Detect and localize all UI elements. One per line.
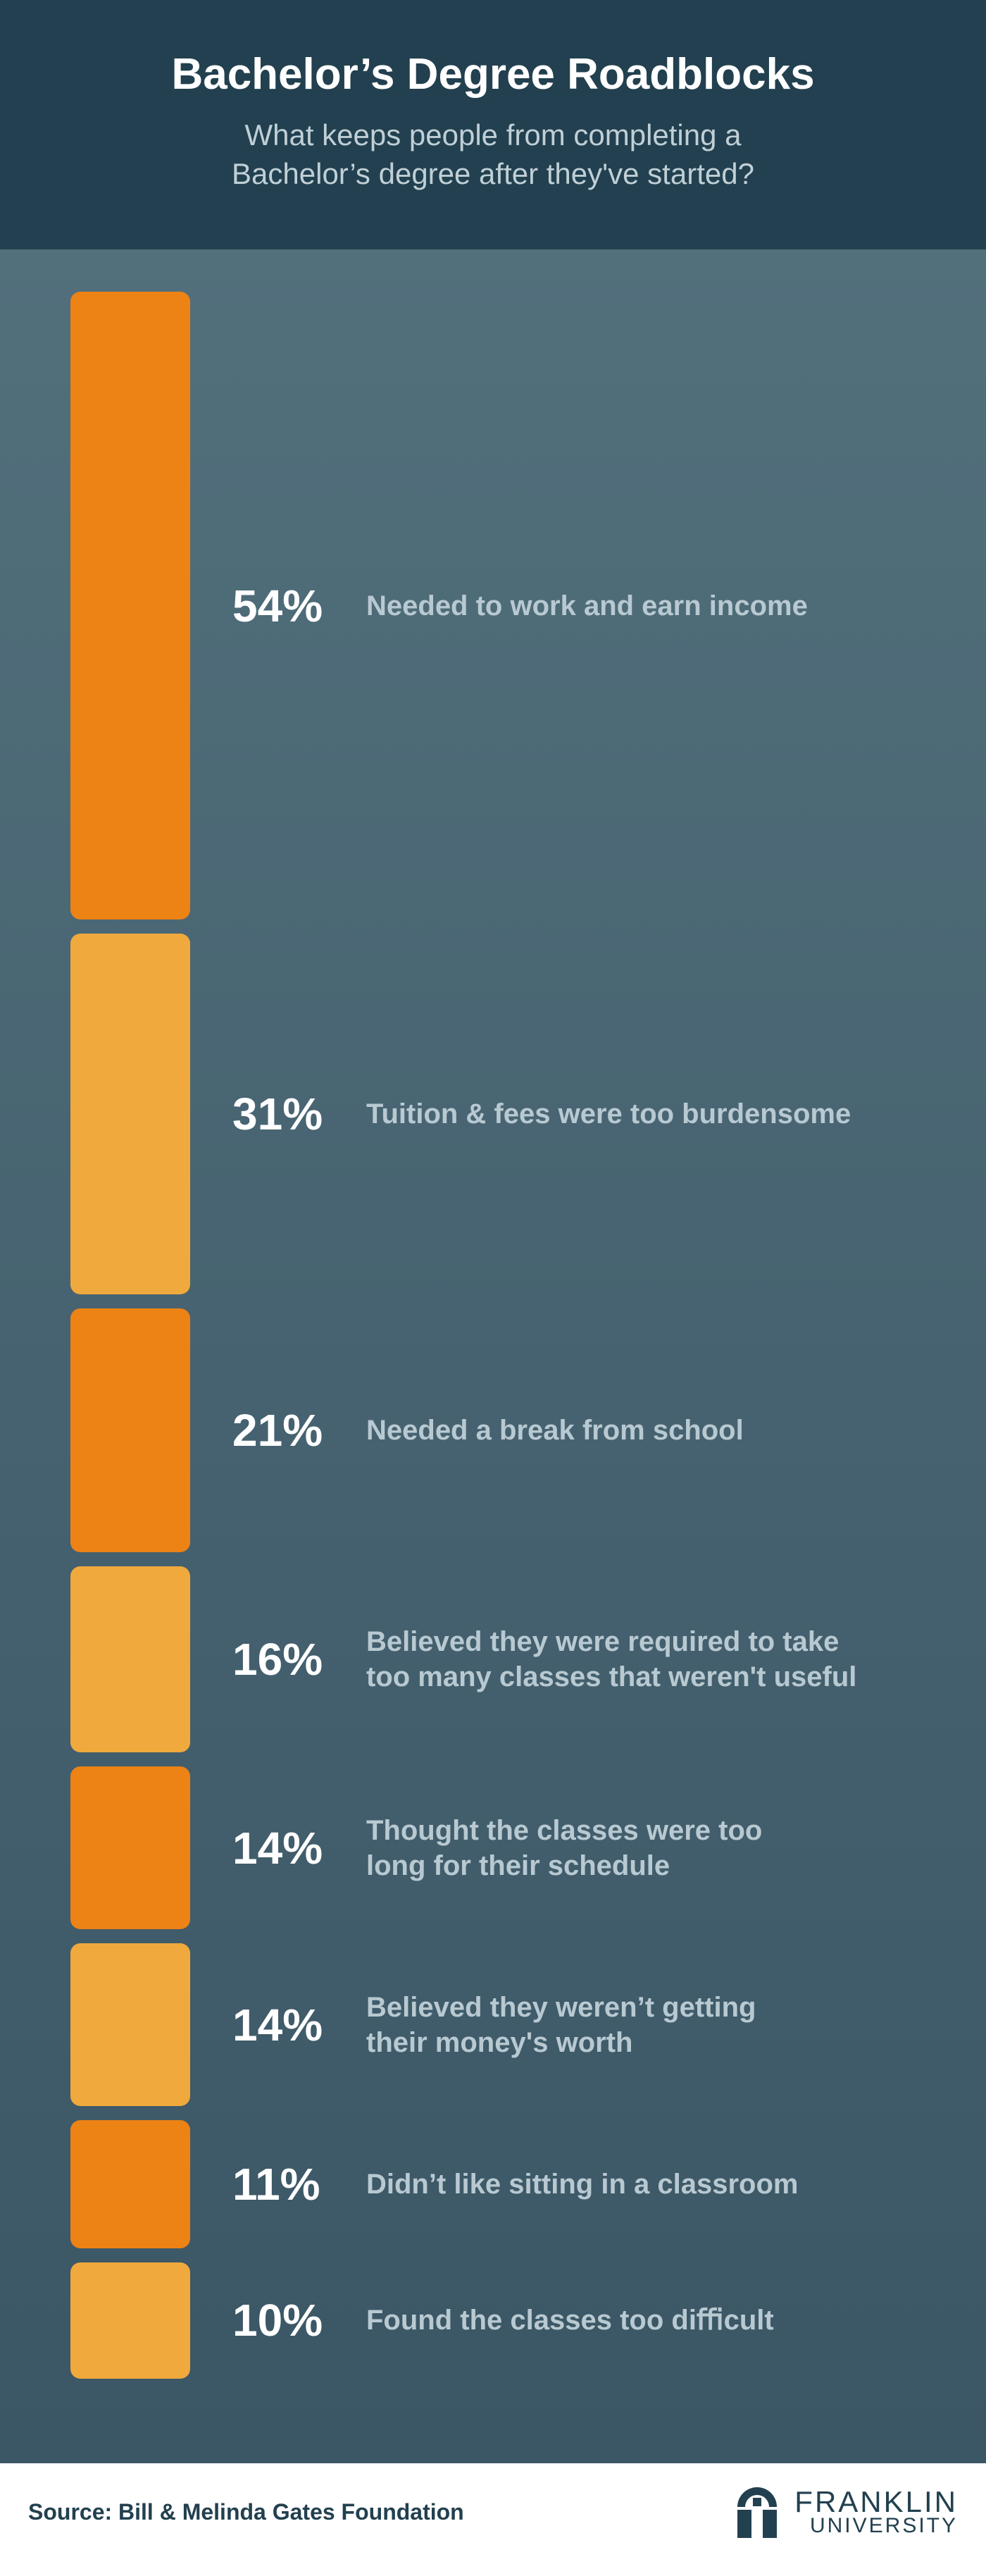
chart-row: 31%Tuition & fees were too burdensome [70,934,944,1294]
franklin-logo-icon [732,2484,782,2541]
chart-bar [70,1943,190,2106]
subtitle: What keeps people from completing a Bach… [42,116,944,193]
subtitle-line-2: Bachelor’s degree after they've started? [232,157,754,190]
chart-label-line: Found the classes too diﬃcult [366,2305,774,2336]
logo-word-franklin: FRANKLIN [794,2488,958,2516]
franklin-logo-text: FRANKLIN UNIVERSITY [794,2488,958,2536]
source-text: Source: Bill & Melinda Gates Foundation [28,2499,464,2525]
chart-row-text: 16%Believed they were required to take to… [232,1624,944,1695]
chart-label-line: Needed a break from school [366,1415,744,1446]
chart-percent: 21% [232,1404,366,1456]
chart-label-line: long for their schedule [366,1850,670,1881]
chart-row: 14%Thought the classes were too long for … [70,1766,944,1929]
chart-bar [70,2262,190,2379]
chart-row-text: 14%Thought the classes were too long for … [232,1813,944,1883]
footer: Source: Bill & Melinda Gates Foundation … [0,2463,986,2576]
chart-bar [70,1308,190,1553]
subtitle-line-1: What keeps people from completing a [244,118,741,151]
chart-bar [70,1566,190,1752]
logo-word-university: UNIVERSITY [810,2516,958,2537]
chart-percent: 10% [232,2294,366,2346]
chart-bar [70,292,190,919]
chart-row-text: 31%Tuition & fees were too burdensome [232,1088,944,1140]
chart-label-line: their money's worth [366,2027,632,2058]
chart-row: 21%Needed a break from school [70,1308,944,1553]
chart-label-line: Tuition & fees were too burdensome [366,1098,851,1129]
chart-row-text: 10%Found the classes too diﬃcult [232,2294,944,2346]
chart-label-line: too many classes that weren't useful [366,1661,856,1692]
title: Bachelor’s Degree Roadblocks [42,49,944,99]
chart-row-text: 21%Needed a break from school [232,1404,944,1456]
chart-percent: 31% [232,1088,366,1140]
chart-label-line: Needed to work and earn income [366,590,808,621]
chart-percent: 54% [232,580,366,632]
chart-row-text: 54%Needed to work and earn income [232,580,944,632]
chart-row: 11%Didn’t like sitting in a classroom [70,2120,944,2248]
chart-label: Needed a break from school [366,1413,944,1448]
chart-percent: 14% [232,1822,366,1874]
chart-area: 54%Needed to work and earn income 31%Tuit… [0,249,986,2463]
chart-percent: 11% [232,2158,366,2210]
chart-label: Didn’t like sitting in a classroom [366,2167,944,2202]
chart-label: Found the classes too diﬃcult [366,2303,944,2338]
franklin-logo: FRANKLIN UNIVERSITY [732,2484,958,2541]
chart-label-line: Thought the classes were too [366,1815,762,1846]
chart-label: Needed to work and earn income [366,588,944,624]
header: Bachelor’s Degree Roadblocks What keeps … [0,0,986,249]
chart-label: Believed they were required to take too m… [366,1624,944,1695]
chart-label: Tuition & fees were too burdensome [366,1096,944,1132]
chart-label: Thought the classes were too long for the… [366,1813,944,1883]
chart-row: 16%Believed they were required to take to… [70,1566,944,1752]
chart-label: Believed they weren’t getting their money… [366,1990,944,2060]
chart-label-line: Believed they were required to take [366,1626,839,1657]
chart-bar [70,934,190,1294]
chart-row: 10%Found the classes too diﬃcult [70,2262,944,2379]
chart-percent: 14% [232,1999,366,2051]
chart-row-text: 11%Didn’t like sitting in a classroom [232,2158,944,2210]
chart-percent: 16% [232,1633,366,1685]
infographic-container: Bachelor’s Degree Roadblocks What keeps … [0,0,986,2576]
chart-bar [70,2120,190,2248]
chart-row: 14%Believed they weren’t getting their mo… [70,1943,944,2106]
chart-row-text: 14%Believed they weren’t getting their mo… [232,1990,944,2060]
chart-label-line: Didn’t like sitting in a classroom [366,2169,798,2200]
chart-row: 54%Needed to work and earn income [70,292,944,919]
chart-bar [70,1766,190,1929]
chart-label-line: Believed they weren’t getting [366,1992,756,2023]
